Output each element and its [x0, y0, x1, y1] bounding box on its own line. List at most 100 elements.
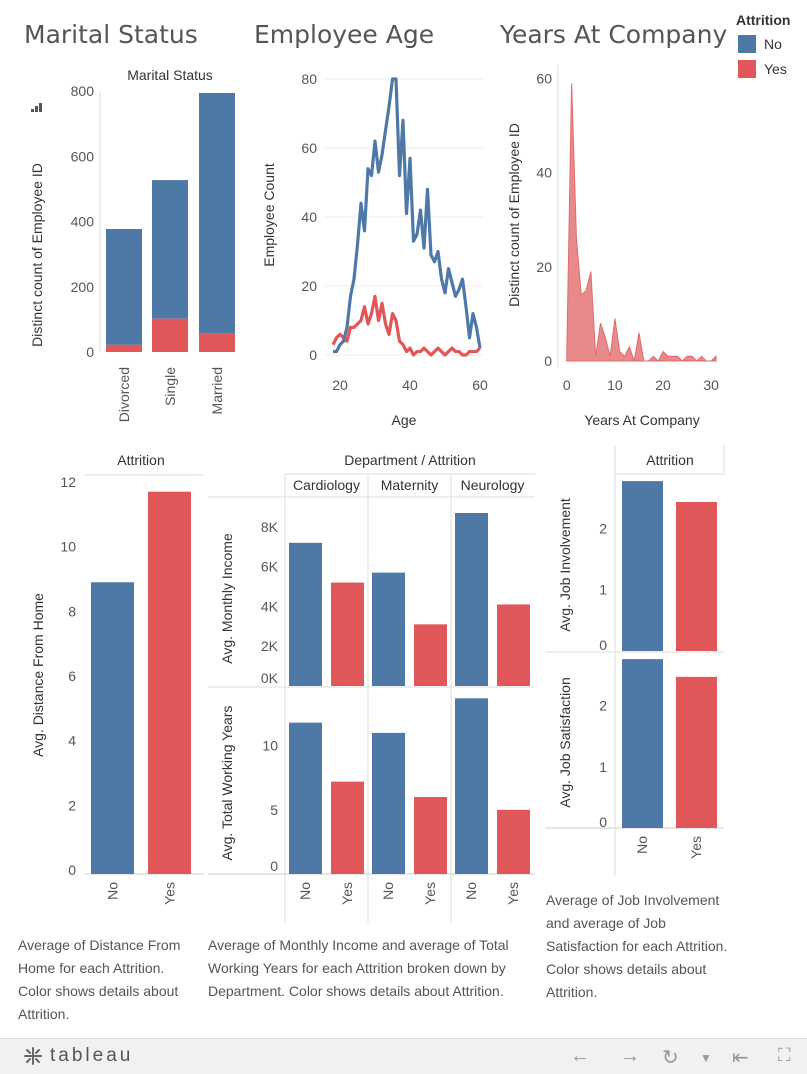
dept-caption: Average of Monthly Income and average of…	[208, 937, 509, 999]
years-y-tick: 0	[544, 353, 552, 369]
years-x-tick: 0	[563, 377, 571, 393]
tableau-wordmark: tableau	[50, 1045, 134, 1066]
legend-item-yes[interactable]: Yes	[738, 60, 787, 78]
marital-bar-yes-married	[199, 333, 235, 352]
marital-sheet-title: Marital Status	[24, 20, 198, 49]
dept-bar-cardiology-no	[289, 542, 322, 686]
years-y-axis-label: Distinct count of Employee ID	[506, 123, 522, 307]
marital-status-chart: Marital Status Distinct count of Employee…	[29, 67, 235, 422]
fullscreen-icon[interactable]: ⛶	[778, 1045, 791, 1065]
marital-y-axis-label: Distinct count of Employee ID	[29, 163, 45, 347]
footer-toolbar: tableau ← → ↻ ▼ ⇤ ⛶	[0, 1038, 807, 1074]
job-chart-header: Attrition	[646, 452, 693, 468]
marital-y-tick: 600	[71, 148, 95, 164]
distance-y-tick: 2	[68, 797, 76, 813]
marital-bar-no-single	[152, 180, 188, 319]
dept-y-tick: 10	[262, 738, 278, 754]
dept-x-tick: No	[297, 882, 313, 900]
legend-title: Attrition	[736, 12, 791, 28]
dept-y-tick: 4K	[261, 598, 279, 614]
department-attrition-chart: Department / Attrition Cardiology Maternit…	[208, 452, 535, 923]
distance-from-home-chart: Attrition Avg. Distance From Home 0 2 4 6 8 10 1…	[30, 452, 204, 905]
tableau-mark-icon	[24, 1047, 42, 1065]
age-sheet-title: Employee Age	[254, 20, 435, 49]
marital-bar-no-married	[199, 92, 235, 334]
age-x-tick: 20	[332, 377, 348, 393]
marital-y-tick: 800	[71, 83, 95, 99]
marital-x-tick: Divorced	[116, 367, 132, 422]
age-y-tick: 20	[301, 278, 317, 294]
dept-y-tick: 8K	[261, 519, 279, 535]
age-y-axis-label: Employee Count	[261, 163, 277, 267]
years-y-tick: 60	[536, 70, 552, 86]
marital-bar-yes-divorced	[106, 344, 142, 352]
reset-icon[interactable]: ⇤	[732, 1047, 749, 1069]
legend-item-no[interactable]: No	[738, 35, 782, 53]
dept-bar-neurology-no	[455, 698, 488, 874]
sort-icon	[39, 103, 42, 112]
years-x-axis-label: Years At Company	[584, 412, 699, 428]
age-y-tick: 80	[301, 71, 317, 87]
employee-age-chart: Employee Count 0 20 40 60 80 20 40 60 Age	[261, 71, 488, 428]
age-line-yes	[331, 294, 482, 357]
dept-x-tick: No	[463, 882, 479, 900]
dept-y-tick: 0K	[261, 670, 279, 686]
distance-y-tick: 4	[68, 733, 76, 749]
distance-y-tick: 6	[68, 668, 76, 684]
age-y-tick: 40	[301, 209, 317, 225]
legend-swatch-yes	[738, 60, 756, 78]
marital-x-tick: Single	[162, 367, 178, 406]
dept-y-axis-label: Avg. Monthly Income	[219, 533, 235, 664]
dept-y-tick: 5	[270, 802, 278, 818]
age-x-tick: 40	[402, 377, 418, 393]
dept-bar-neurology-yes	[497, 809, 530, 874]
job-y-tick: 1	[599, 759, 607, 775]
job-bar-0-yes	[676, 501, 717, 651]
job-y-tick: 2	[599, 698, 607, 714]
distance-y-tick: 10	[60, 539, 76, 555]
dept-x-tick: Yes	[422, 882, 438, 905]
dept-x-tick: No	[380, 882, 396, 900]
dept-bar-cardiology-yes	[331, 781, 364, 874]
job-bar-0-no	[622, 481, 663, 651]
marital-bar-no-divorced	[106, 229, 142, 345]
job-y-axis-label: Avg. Job Satisfaction	[557, 677, 573, 807]
undo-icon[interactable]: ←	[570, 1045, 590, 1067]
revert-icon[interactable]: ↻	[662, 1047, 679, 1069]
distance-x-tick: Yes	[162, 882, 178, 905]
dept-bar-neurology-yes	[497, 604, 530, 686]
dept-bar-maternity-no	[372, 572, 405, 686]
years-area-yes	[566, 83, 717, 362]
distance-y-tick: 8	[68, 603, 76, 619]
marital-bar-yes-single	[152, 318, 188, 352]
legend-label-no: No	[764, 36, 782, 52]
redo-icon[interactable]: →	[620, 1045, 640, 1067]
marital-y-tick: 200	[71, 279, 95, 295]
job-y-tick: 0	[599, 637, 607, 653]
job-x-tick: No	[634, 836, 650, 854]
age-y-tick: 60	[301, 140, 317, 156]
dept-x-tick: Yes	[339, 882, 355, 905]
job-y-axis-label: Avg. Job Involvement	[557, 498, 573, 632]
dept-x-tick: Yes	[505, 882, 521, 905]
dept-column-header: Maternity	[381, 477, 439, 493]
years-x-tick: 30	[703, 377, 719, 393]
sort-icon	[35, 106, 38, 112]
dept-bar-maternity-yes	[414, 797, 447, 874]
job-y-tick: 0	[599, 814, 607, 830]
years-x-tick: 10	[607, 377, 623, 393]
legend-label-yes: Yes	[764, 61, 787, 77]
distance-chart-header: Attrition	[117, 452, 164, 468]
job-y-tick: 2	[599, 520, 607, 536]
dept-bar-cardiology-no	[289, 722, 322, 874]
dept-column-header: Cardiology	[293, 477, 360, 493]
job-attrition-chart: Attrition Avg. Job Involvement 0 1 2 Avg. Job…	[545, 445, 725, 876]
tableau-logo[interactable]: tableau	[22, 1045, 133, 1067]
revert-dropdown-icon[interactable]: ▼	[700, 1051, 712, 1065]
marital-x-tick: Married	[209, 367, 225, 414]
distance-y-tick: 12	[60, 474, 76, 490]
marital-y-tick: 400	[71, 214, 95, 230]
distance-y-tick: 0	[68, 862, 76, 878]
marital-y-tick: 0	[86, 344, 94, 360]
dept-bar-maternity-no	[372, 732, 405, 874]
